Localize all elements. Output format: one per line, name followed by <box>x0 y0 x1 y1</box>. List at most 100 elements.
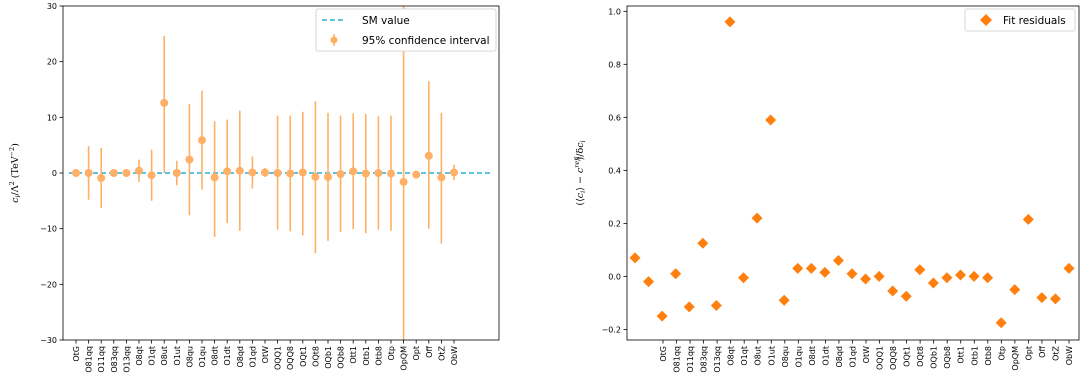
left-x-tick-label: ObW <box>450 346 459 365</box>
residual-point <box>955 269 966 281</box>
right-y-tick-label: 0.4 <box>608 166 621 175</box>
right-x-tick-label: O11qq <box>686 346 695 373</box>
right-x-tick-label: O8ut <box>754 346 763 366</box>
central-value-point <box>311 172 320 181</box>
left-x-tick-label: O81qq <box>85 346 94 373</box>
central-value-point <box>109 169 118 177</box>
residual-point <box>1022 213 1034 225</box>
right-x-tick-label: O83qq <box>700 346 709 373</box>
right-y-tick-label: 0.2 <box>608 219 621 228</box>
central-value-point <box>248 168 257 177</box>
right-legend-box <box>964 8 1076 32</box>
left-x-tick-label: OQb8 <box>337 346 346 369</box>
residual-point <box>968 270 980 282</box>
left-x-tick-label: O8qd <box>236 346 245 368</box>
left-x-tick-label: OQQ1 <box>274 346 283 370</box>
right-legend: Fit residuals <box>964 8 1076 32</box>
left-x-tick-label: Opt <box>412 346 421 361</box>
left-x-tick-label: O1dt <box>223 346 232 366</box>
residual-point <box>710 300 722 312</box>
left-x-tick-label: OQt1 <box>299 346 308 367</box>
sm-value-legend-label: SM value <box>362 15 410 27</box>
right-x-tick-label: OQQ8 <box>889 346 898 370</box>
left-x-tick-label: OQb1 <box>324 346 333 369</box>
right-x-tick-label: Otb8 <box>984 346 993 366</box>
right-x-tick-label: Off <box>1038 346 1047 358</box>
right-x-tick-label: O1qd <box>848 346 857 368</box>
right-x-tick-label: O1qt <box>740 346 749 366</box>
left-y-tick-label: −20 <box>40 280 57 289</box>
central-value-point <box>160 98 169 107</box>
left-x-tick-label: O8ut <box>160 346 169 366</box>
central-value-point <box>84 169 93 177</box>
right-x-tick-label: OQb1 <box>930 346 939 369</box>
right-plot-background <box>627 6 1079 340</box>
residual-point <box>738 272 749 284</box>
left-y-tick-label: −10 <box>40 225 57 234</box>
residual-point <box>805 262 817 274</box>
right-x-tick-label: Otp <box>997 346 1006 361</box>
residual-point <box>914 264 926 276</box>
residual-point <box>832 254 844 266</box>
right-x-tick-label: OQt8 <box>916 346 925 367</box>
left-y-tick-label: 30 <box>47 2 57 11</box>
right-y-ticks: −0.2 0.0 0.2 0.4 0.6 0.8 1.0 <box>602 7 627 334</box>
central-value-point <box>198 136 206 145</box>
residual-point <box>697 237 709 249</box>
residual-point <box>656 310 668 322</box>
left-x-tick-label: O13qq <box>122 346 131 373</box>
central-value-point <box>412 170 421 179</box>
left-x-tick-label: Otb8 <box>374 346 383 366</box>
right-x-tick-label: O8qt <box>727 346 736 366</box>
central-value-point <box>72 169 80 177</box>
left-x-tick-label: OQt8 <box>311 346 320 367</box>
central-value-point <box>223 167 232 176</box>
residual-point <box>751 212 763 224</box>
left-x-tick-label: O1ut <box>173 346 182 366</box>
central-value-point <box>147 171 156 180</box>
residual-points-group <box>629 16 1075 329</box>
left-x-tick-label: O8qt <box>135 346 144 366</box>
residual-point <box>941 272 953 284</box>
left-x-tick-label: O83qq <box>110 346 119 373</box>
central-value-point <box>235 166 244 175</box>
central-value-point <box>172 169 181 177</box>
central-value-point <box>387 169 395 178</box>
right-y-tick-label: 0.0 <box>608 272 621 281</box>
central-values-group <box>72 98 458 186</box>
ci-legend-label: 95% confidence interval <box>362 35 490 47</box>
residual-point <box>1063 262 1075 274</box>
right-y-tick-label: 1.0 <box>608 7 621 16</box>
residual-point <box>670 268 682 280</box>
left-x-tick-label: OtG <box>72 346 81 362</box>
central-value-point <box>424 151 433 160</box>
right-y-tick-label: −0.2 <box>602 325 621 334</box>
central-value-point <box>336 170 345 179</box>
central-value-point <box>437 173 446 182</box>
residual-point <box>1009 284 1021 296</box>
left-x-tick-label: O1qt <box>148 346 157 366</box>
left-x-tick-label: OtZ <box>437 345 446 360</box>
right-x-tick-label: O8qu <box>781 346 790 368</box>
right-x-tick-label: O81qq <box>673 346 682 373</box>
central-value-point <box>122 169 131 177</box>
right-x-tick-label: ObW <box>1065 346 1074 365</box>
residual-legend-label: Fit residuals <box>1003 15 1066 27</box>
central-value-point <box>286 169 295 178</box>
right-y-tick-label: 0.8 <box>608 60 621 69</box>
residual-point <box>819 266 831 278</box>
left-y-tick-label: 10 <box>47 113 57 122</box>
right-x-tick-label: O8dt <box>808 346 817 366</box>
left-x-tick-label: Otp <box>387 346 396 361</box>
residual-point <box>873 270 885 282</box>
central-value-point <box>273 169 282 177</box>
residual-point <box>846 268 858 280</box>
right-x-tick-label: Otb1 <box>970 346 979 366</box>
right-x-tick-label: Ott1 <box>957 346 966 364</box>
residual-point <box>887 285 899 297</box>
left-x-tick-label: OtW <box>261 346 270 363</box>
right-x-tick-label: OtG <box>659 346 668 362</box>
right-x-tick-label: O8qd <box>835 346 844 368</box>
right-x-tick-label: O1dt <box>821 346 830 366</box>
